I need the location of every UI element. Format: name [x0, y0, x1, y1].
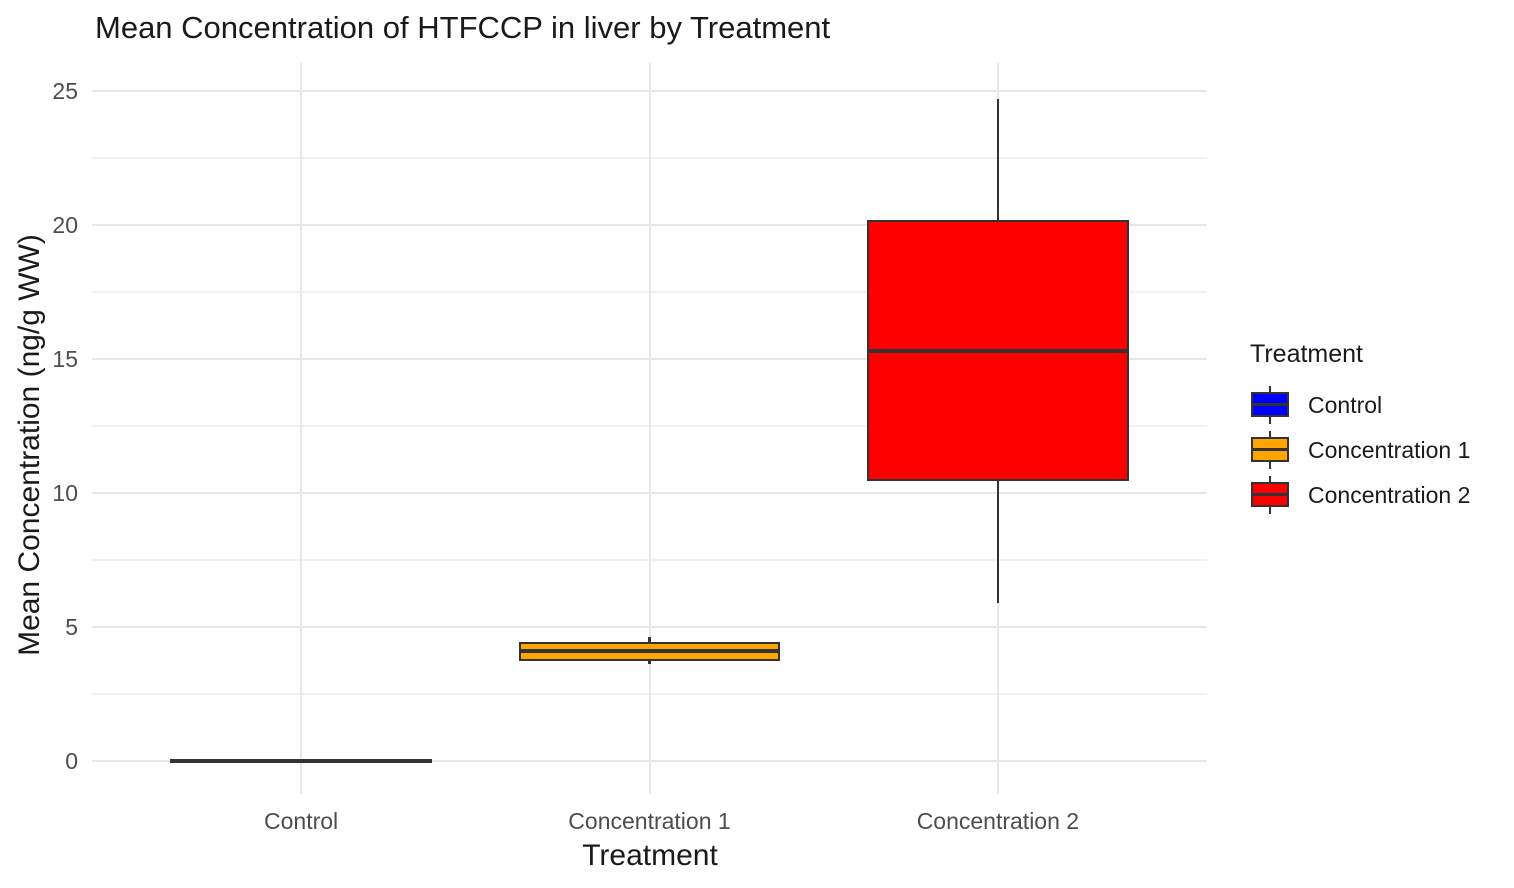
legend-item-label: Concentration 1: [1308, 436, 1471, 463]
legend-key-boxplot-icon: [1250, 475, 1290, 515]
legend-key-median: [1253, 493, 1287, 496]
y-tick-label: 5: [65, 613, 78, 640]
whisker-upper-1: [648, 637, 651, 645]
plot-panel: [92, 63, 1207, 794]
plot-title: Mean Concentration of HTFCCP in liver by…: [95, 10, 831, 45]
y-axis-title: Mean Concentration (ng/g WW): [13, 234, 46, 656]
legend-items: Control Concentration 1 Concentration 2: [1250, 385, 1514, 515]
legend-key-boxplot-icon: [1250, 385, 1290, 425]
median-line-1: [518, 648, 781, 653]
x-gridline: [300, 63, 303, 794]
y-tick-label: 25: [52, 78, 78, 105]
legend-item-label: Concentration 2: [1308, 481, 1471, 508]
legend-title: Treatment: [1250, 340, 1364, 368]
whisker-upper-2: [996, 99, 1000, 223]
x-tick-label: Control: [264, 808, 339, 834]
y-tick-label: 0: [65, 747, 78, 774]
legend-item-label: Control: [1308, 391, 1383, 418]
y-tick-label: 10: [52, 479, 78, 506]
median-line-2: [867, 348, 1129, 353]
median-line-0: [170, 758, 432, 763]
x-tick-label: Concentration 2: [916, 808, 1080, 834]
y-tick-label: 15: [52, 345, 78, 372]
x-tick-label: Concentration 1: [568, 808, 731, 834]
legend-item: Control: [1250, 385, 1514, 425]
x-axis-title: Treatment: [582, 839, 718, 872]
whisker-lower-1: [648, 658, 651, 665]
x-gridline: [648, 63, 651, 794]
legend-key-median: [1253, 403, 1287, 406]
whisker-lower-2: [996, 479, 1000, 603]
legend-key-boxplot-icon: [1250, 430, 1290, 470]
y-tick-label: 20: [52, 212, 78, 238]
legend-item: Concentration 1: [1250, 430, 1514, 470]
legend-key-median: [1253, 448, 1287, 451]
legend: Treatment Control Concentration 1 Concentr…: [1250, 340, 1514, 520]
legend-item: Concentration 2: [1250, 475, 1514, 515]
